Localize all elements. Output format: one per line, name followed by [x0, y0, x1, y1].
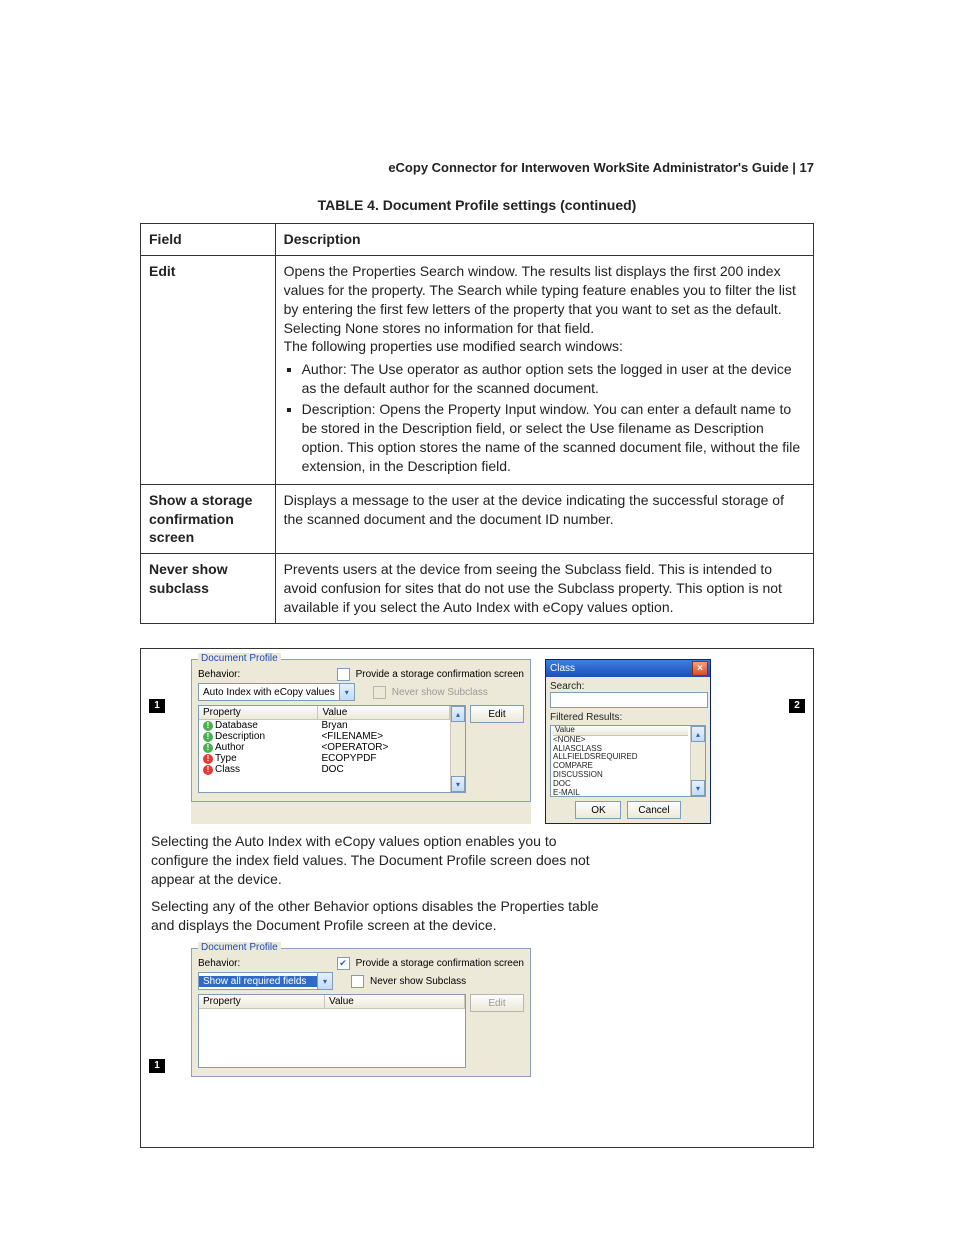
provide-confirmation-label: Provide a storage confirmation screen	[356, 669, 524, 680]
behavior-combo[interactable]: Auto Index with eCopy values ▾	[198, 683, 355, 701]
provide-confirmation-checkbox[interactable]: ✔	[337, 957, 350, 970]
field-confirm: Show a storage confirmation screen	[141, 484, 276, 554]
warning-icon: !	[203, 754, 213, 764]
edit-button: Edit	[470, 994, 524, 1012]
search-label: Search:	[550, 681, 706, 692]
table-row: Edit Opens the Properties Search window.…	[141, 255, 814, 484]
page-header: eCopy Connector for Interwoven WorkSite …	[140, 160, 814, 175]
col-property: Property	[199, 995, 325, 1008]
list-item[interactable]: !Description<FILENAME>	[199, 731, 450, 742]
behavior-combo[interactable]: Show all required fields ▾	[198, 972, 333, 990]
info-icon: !	[203, 732, 213, 742]
callout-3: 1	[149, 1059, 165, 1073]
filtered-results-list[interactable]: Value <NONE>ALIASCLASSALLFIELDSREQUIREDC…	[550, 725, 706, 797]
table-row: Never show subclass Prevents users at th…	[141, 554, 814, 624]
properties-list: Property Value	[198, 994, 466, 1068]
scroll-down-icon[interactable]: ▾	[691, 780, 705, 796]
edit-button[interactable]: Edit	[470, 705, 524, 723]
search-input[interactable]	[550, 692, 708, 708]
popup-title: Class	[550, 663, 575, 674]
field-edit: Edit	[141, 255, 276, 484]
scrollbar[interactable]: ▴ ▾	[450, 706, 465, 792]
desc-confirm: Displays a message to the user at the de…	[275, 484, 813, 554]
warning-icon: !	[203, 765, 213, 775]
list-item[interactable]: !DatabaseBryan	[199, 720, 450, 731]
table-title: TABLE 4. Document Profile settings (cont…	[140, 197, 814, 213]
scroll-up-icon[interactable]: ▴	[451, 706, 465, 722]
never-show-subclass-label: Never show Subclass	[370, 976, 466, 987]
table-row: Show a storage confirmation screen Displ…	[141, 484, 814, 554]
chevron-down-icon[interactable]: ▾	[317, 973, 332, 989]
scrollbar[interactable]: ▴ ▾	[690, 726, 705, 796]
col-value: Value	[325, 995, 465, 1008]
document-profile-panel-2: Document Profile Behavior: ✔ Provide a s…	[191, 948, 531, 1077]
scroll-up-icon[interactable]: ▴	[691, 726, 705, 742]
ok-button[interactable]: OK	[575, 801, 621, 819]
settings-table: Field Description Edit Opens the Propert…	[140, 223, 814, 624]
desc-edit: Opens the Properties Search window. The …	[275, 255, 813, 484]
list-item[interactable]: !ClassDOC	[199, 764, 450, 775]
fieldset-title: Document Profile	[198, 942, 281, 953]
list-item[interactable]: !Author<OPERATOR>	[199, 742, 450, 753]
filtered-results-label: Filtered Results:	[550, 712, 706, 723]
col-desc: Description	[275, 224, 813, 256]
col-property: Property	[199, 706, 318, 719]
callout-2: 2	[789, 699, 805, 713]
callout-1: 1	[149, 699, 165, 713]
list-item[interactable]: DISCUSSION	[553, 771, 688, 780]
fieldset-title: Document Profile	[198, 653, 281, 664]
desc-never: Prevents users at the device from seeing…	[275, 554, 813, 624]
info-icon: !	[203, 743, 213, 753]
list-item[interactable]: E-MAIL	[553, 789, 688, 796]
behavior-label: Behavior:	[198, 669, 248, 680]
provide-confirmation-label: Provide a storage confirmation screen	[356, 958, 524, 969]
never-show-subclass-checkbox[interactable]	[351, 975, 364, 988]
class-search-popup: Class × Search: Filtered Results: Value …	[545, 659, 711, 824]
paragraph: Selecting any of the other Behavior opti…	[151, 897, 611, 935]
col-field: Field	[141, 224, 276, 256]
field-never: Never show subclass	[141, 554, 276, 624]
chevron-down-icon[interactable]: ▾	[339, 684, 354, 700]
document-profile-panel-1: Document Profile Behavior: Provide a sto…	[191, 659, 531, 824]
cancel-button[interactable]: Cancel	[627, 801, 680, 819]
close-icon[interactable]: ×	[692, 661, 708, 676]
screenshot-container: 1 2 1 Document Profile Behavior: Provide…	[140, 648, 814, 1148]
scroll-down-icon[interactable]: ▾	[451, 776, 465, 792]
paragraph: Selecting the Auto Index with eCopy valu…	[151, 832, 611, 889]
list-item[interactable]: !TypeECOPYPDF	[199, 753, 450, 764]
col-value: Value	[318, 706, 450, 719]
never-show-subclass-checkbox	[373, 686, 386, 699]
provide-confirmation-checkbox[interactable]	[337, 668, 350, 681]
properties-list[interactable]: Property Value !DatabaseBryan!Descriptio…	[198, 705, 466, 793]
never-show-subclass-label: Never show Subclass	[392, 687, 488, 698]
info-icon: !	[203, 721, 213, 731]
behavior-label: Behavior:	[198, 958, 248, 969]
